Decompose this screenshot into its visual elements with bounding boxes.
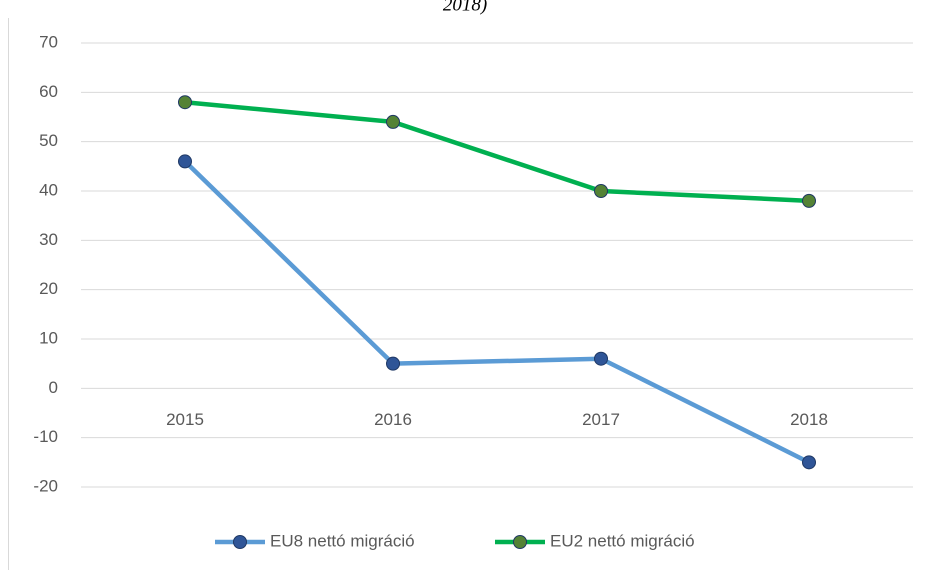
data-point [802, 193, 816, 208]
x-tick-label: 2015 [166, 410, 204, 429]
y-tick-label: 0 [49, 378, 58, 397]
data-point [802, 455, 816, 470]
data-point [386, 114, 400, 129]
data-point [594, 184, 608, 198]
data-point [594, 351, 608, 366]
y-tick-label: 30 [39, 230, 58, 249]
x-tick-label: 2017 [582, 410, 620, 429]
series-line [184, 99, 810, 204]
y-tick-label: -20 [33, 476, 58, 495]
legend-marker [233, 535, 247, 549]
x-tick-label: 2016 [374, 410, 412, 429]
x-tick-label: 2018 [790, 410, 828, 429]
legend-label: EU2 nettó migráció [550, 531, 695, 550]
data-point [386, 356, 400, 371]
legend-marker [513, 535, 527, 549]
data-point [178, 154, 192, 169]
y-tick-label: 20 [39, 279, 58, 298]
y-tick-label: -10 [33, 427, 58, 446]
legend-label: EU8 nettó migráció [270, 531, 415, 550]
chart-title: 2018) [443, 0, 487, 15]
series-line [183, 159, 811, 465]
y-tick-label: 70 [39, 32, 58, 51]
y-tick-label: 60 [39, 82, 58, 101]
data-point [178, 95, 192, 110]
y-tick-label: 10 [39, 328, 58, 347]
y-tick-label: 40 [39, 180, 58, 199]
y-tick-label: 50 [39, 131, 58, 150]
